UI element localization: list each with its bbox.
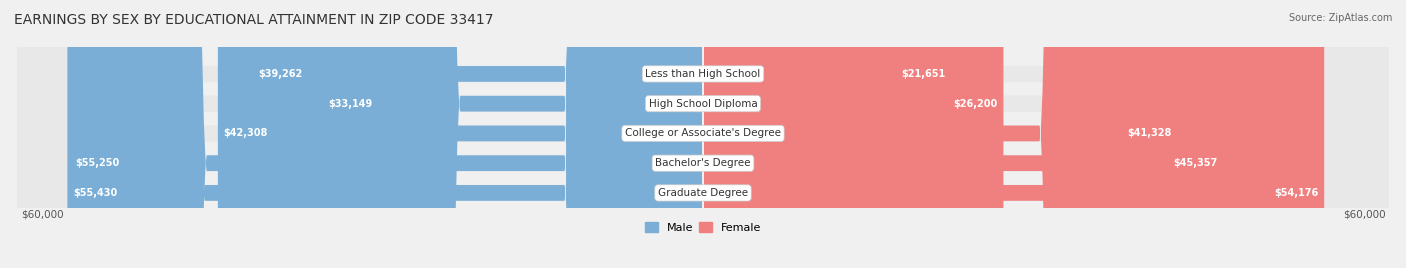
- Text: High School Diploma: High School Diploma: [648, 99, 758, 109]
- Text: $60,000: $60,000: [21, 209, 63, 219]
- Text: College or Associate's Degree: College or Associate's Degree: [626, 128, 780, 139]
- Text: Bachelor's Degree: Bachelor's Degree: [655, 158, 751, 168]
- FancyBboxPatch shape: [218, 0, 702, 268]
- FancyBboxPatch shape: [69, 0, 702, 268]
- Legend: Male, Female: Male, Female: [640, 218, 766, 237]
- FancyBboxPatch shape: [704, 0, 1177, 268]
- FancyBboxPatch shape: [17, 0, 1389, 268]
- Text: $39,262: $39,262: [259, 69, 302, 79]
- FancyBboxPatch shape: [704, 0, 952, 268]
- Text: $45,357: $45,357: [1173, 158, 1218, 168]
- Text: $42,308: $42,308: [224, 128, 269, 139]
- Text: Source: ZipAtlas.com: Source: ZipAtlas.com: [1288, 13, 1392, 23]
- Text: $54,176: $54,176: [1274, 188, 1319, 198]
- Text: Graduate Degree: Graduate Degree: [658, 188, 748, 198]
- FancyBboxPatch shape: [704, 0, 1324, 268]
- FancyBboxPatch shape: [704, 0, 1223, 268]
- FancyBboxPatch shape: [253, 0, 702, 268]
- FancyBboxPatch shape: [323, 0, 702, 268]
- Text: EARNINGS BY SEX BY EDUCATIONAL ATTAINMENT IN ZIP CODE 33417: EARNINGS BY SEX BY EDUCATIONAL ATTAINMEN…: [14, 13, 494, 27]
- FancyBboxPatch shape: [17, 0, 1389, 268]
- FancyBboxPatch shape: [67, 0, 702, 268]
- Text: $55,250: $55,250: [75, 158, 120, 168]
- Text: $55,430: $55,430: [73, 188, 117, 198]
- Text: $21,651: $21,651: [901, 69, 945, 79]
- Text: $33,149: $33,149: [329, 99, 373, 109]
- Text: $60,000: $60,000: [1343, 209, 1385, 219]
- Text: Less than High School: Less than High School: [645, 69, 761, 79]
- FancyBboxPatch shape: [704, 0, 1004, 268]
- FancyBboxPatch shape: [17, 0, 1389, 268]
- Text: $41,328: $41,328: [1126, 128, 1171, 139]
- FancyBboxPatch shape: [17, 0, 1389, 268]
- Text: $26,200: $26,200: [953, 99, 998, 109]
- FancyBboxPatch shape: [17, 0, 1389, 268]
